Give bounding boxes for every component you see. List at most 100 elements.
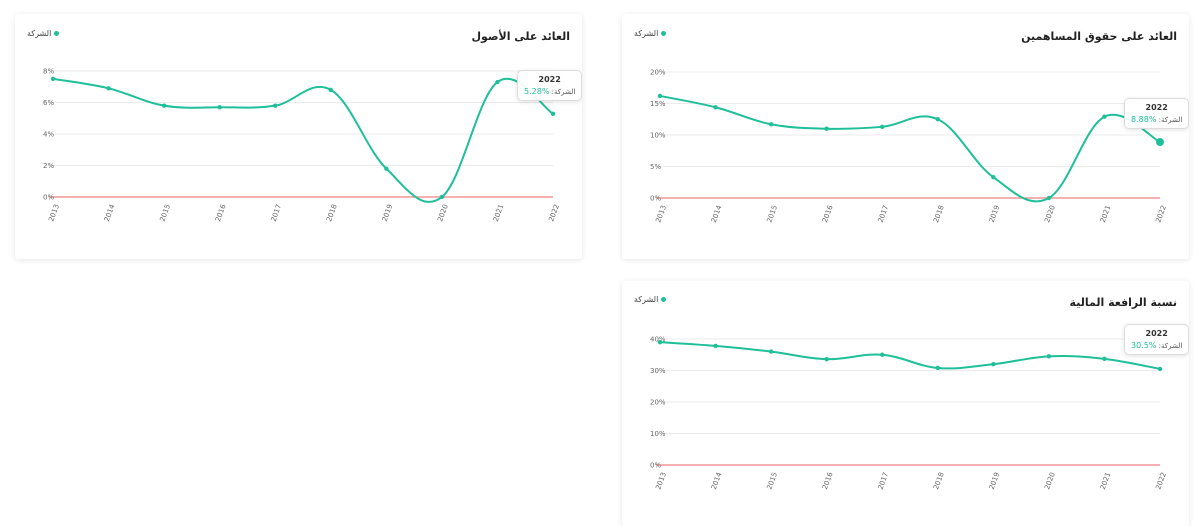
x-tick-label: 2022 [547,203,561,222]
roe-card: العائد على حقوق المساهمين الشركة 0% 5% 10%… [622,14,1189,259]
y-tick-label: 0% [43,194,54,202]
data-point [1102,356,1107,362]
tooltip-series-label: الشركة: [551,88,576,96]
series-line [659,94,1161,203]
data-point [657,93,663,99]
tooltip-row: الشركة: %8.88 [1131,115,1182,124]
y-tick-label: 15% [650,100,666,108]
y-tick-label: 20% [650,399,666,407]
chart-legend[interactable]: الشركة [27,29,60,38]
chart-tooltip: 2022 الشركة: %5.28 [517,70,582,101]
tooltip-year: 2022 [1145,329,1168,338]
legend-dot-icon [661,297,667,302]
x-tick-label: 2019 [988,471,1002,490]
data-point [1046,195,1052,201]
y-tick-label: 4% [43,131,54,139]
legend-label: الشركة [634,29,659,38]
chart-legend[interactable]: الشركة [634,295,667,304]
data-point [880,352,885,357]
y-tick-label: 2% [43,162,54,170]
roa-card: العائد على الأصول الشركة 0% 2% 4% 6% 8% 2013 2… [15,14,582,259]
y-tick-label: 10% [650,430,666,438]
data-point [768,122,774,127]
tooltip-value: %8.88 [1131,115,1157,124]
x-tick-label: 2015 [765,204,779,223]
chart-title: العائد على حقوق المساهمين [1021,30,1177,43]
x-tick-label: 2016 [214,203,228,223]
legend-label: الشركة [634,295,659,304]
data-point [935,365,940,371]
legend-label: الشركة [27,29,52,38]
data-point [495,79,500,85]
data-point [768,349,774,354]
y-tick-label: 8% [43,68,54,76]
x-tick-label: 2020 [1043,204,1057,223]
chart-tooltip: 2022 الشركة: %8.88 [1124,98,1189,129]
line-chart: 0% 10% 20% 30% 40% 2013 2014 2015 2016 2017 2018 20… [650,336,1168,491]
x-tick-label: 2017 [877,204,891,223]
x-tick-label: 2013 [47,203,61,222]
data-point [217,105,222,110]
data-point [1102,114,1107,119]
x-tick-label: 2021 [1099,471,1113,490]
tooltip-value: %5.28 [524,87,550,96]
tooltip-row: الشركة: %30.5 [1131,341,1182,350]
x-tick-label: 2013 [654,204,668,223]
legend-dot-icon [54,31,60,36]
data-point [713,343,718,349]
data-point [328,87,333,93]
data-point [273,103,278,108]
data-point [439,194,445,200]
x-tick-label: 2019 [381,203,395,222]
x-tick-label: 2016 [821,471,835,491]
legend-dot-icon [661,31,667,36]
y-tick-label: 40% [650,336,666,344]
x-tick-label: 2016 [821,204,835,224]
chart-legend[interactable]: الشركة [634,29,667,38]
data-point [106,86,111,91]
tooltip-year: 2022 [1145,103,1168,112]
data-point [880,124,885,130]
data-point [935,117,940,122]
data-point [991,362,996,367]
x-tick-label: 2020 [436,203,450,222]
y-tick-label: 10% [650,132,666,140]
x-tick-label: 2021 [492,203,506,222]
chart-tooltip: 2022 الشركة: %30.5 [1124,324,1189,355]
series-line [659,341,1161,370]
y-tick-label: 6% [43,99,54,107]
x-tick-label: 2015 [765,471,779,490]
line-chart: 0% 5% 10% 15% 20% 2013 2014 2015 2016 2017 2018 201… [650,69,1168,224]
tooltip-series-label: الشركة: [1158,116,1183,124]
x-tick-label: 2014 [710,204,724,224]
y-tick-label: 30% [650,367,666,375]
x-tick-label: 2017 [270,203,284,222]
data-point [657,339,663,345]
leverage-card: نسبة الرافعة المالية الشركة 0% 10% 20% 30% 4… [622,281,1189,526]
data-point [50,76,56,82]
tooltip-series-label: الشركة: [1158,342,1183,350]
x-tick-label: 2018 [932,204,946,223]
highlighted-point [1156,138,1164,147]
data-point [824,126,829,131]
x-tick-label: 2020 [1043,471,1057,490]
data-point [1046,354,1052,359]
tooltip-value: %30.5 [1131,341,1157,350]
x-tick-label: 2014 [103,203,117,223]
tooltip-row: الشركة: %5.28 [524,87,575,96]
data-point [161,103,167,108]
highlighted-point [1157,366,1163,372]
line-chart: 0% 2% 4% 6% 8% 2013 2014 2015 2016 2017 2018 2019 20… [43,68,561,223]
x-tick-label: 2017 [877,471,891,490]
data-point [384,166,389,171]
x-tick-label: 2019 [988,204,1002,223]
data-point [991,175,996,180]
x-tick-label: 2018 [325,203,339,222]
x-tick-label: 2021 [1099,204,1113,223]
chart-title: نسبة الرافعة المالية [1069,296,1177,309]
series-line [52,77,554,203]
y-tick-label: 5% [650,163,661,171]
highlighted-point [550,111,556,117]
x-tick-label: 2015 [158,203,172,222]
x-tick-label: 2022 [1154,471,1168,490]
